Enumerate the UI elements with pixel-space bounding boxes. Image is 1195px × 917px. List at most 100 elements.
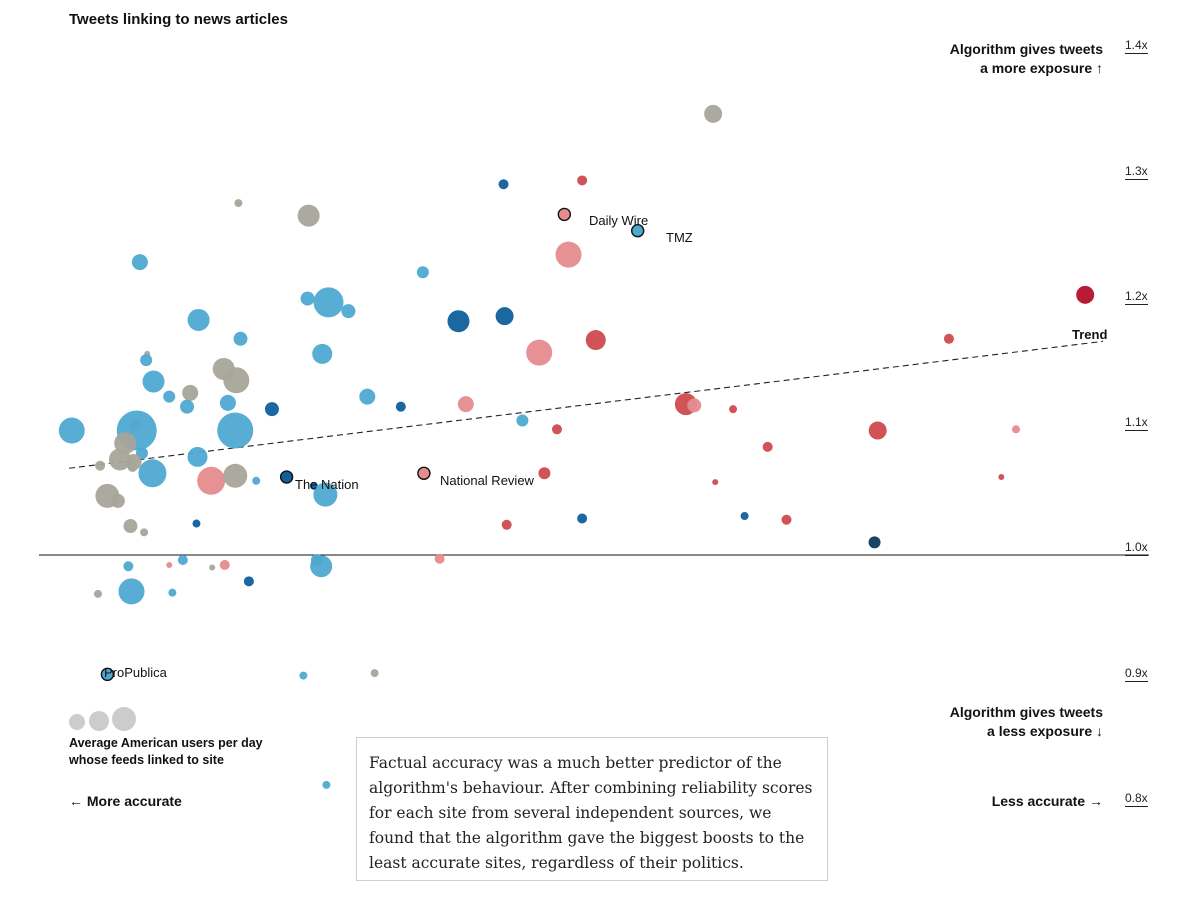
data-point bbox=[729, 405, 738, 414]
data-point bbox=[312, 343, 333, 364]
data-point bbox=[166, 562, 173, 569]
more-exposure-line1: Algorithm gives tweets bbox=[949, 41, 1103, 57]
data-point bbox=[127, 461, 138, 472]
more-accurate-label: ← More accurate bbox=[69, 793, 182, 809]
data-point bbox=[140, 354, 153, 367]
y-tick-label: 0.8x bbox=[1125, 791, 1148, 807]
data-point bbox=[223, 367, 250, 394]
highlighted-point bbox=[279, 470, 294, 484]
data-point bbox=[495, 307, 514, 326]
data-point bbox=[359, 388, 376, 405]
y-tick-label: 1.3x bbox=[1125, 164, 1148, 180]
data-point bbox=[1012, 425, 1021, 434]
highlighted-point bbox=[557, 207, 572, 222]
data-point bbox=[168, 588, 177, 597]
site-label-tmz: TMZ bbox=[666, 230, 693, 245]
trend-label: Trend bbox=[1072, 327, 1108, 342]
data-point bbox=[138, 459, 167, 488]
data-point bbox=[234, 199, 243, 208]
data-point bbox=[95, 460, 106, 471]
more-exposure-hint: Algorithm gives tweets a more exposure ↑ bbox=[950, 40, 1103, 78]
data-point bbox=[395, 401, 406, 412]
data-point bbox=[370, 669, 379, 678]
data-point bbox=[131, 254, 148, 271]
data-points bbox=[58, 104, 1095, 789]
highlighted-point bbox=[417, 466, 431, 480]
data-point bbox=[110, 493, 125, 508]
site-label-the-nation: The Nation bbox=[295, 477, 359, 492]
data-point bbox=[233, 331, 248, 346]
data-point bbox=[712, 479, 719, 486]
data-point bbox=[108, 448, 131, 471]
data-point bbox=[577, 175, 588, 186]
site-label-national-review: National Review bbox=[440, 473, 534, 488]
data-point bbox=[163, 390, 176, 403]
data-point bbox=[217, 412, 254, 449]
data-point bbox=[457, 396, 474, 413]
data-point bbox=[868, 421, 887, 440]
highlighted-point bbox=[630, 224, 645, 238]
data-point bbox=[123, 561, 134, 572]
data-point bbox=[223, 463, 248, 488]
size-legend-line1: Average American users per day bbox=[69, 736, 263, 750]
data-point bbox=[182, 384, 199, 401]
less-exposure-line1: Algorithm gives tweets bbox=[949, 704, 1103, 720]
data-point bbox=[526, 339, 553, 366]
less-exposure-line2: a less exposure ↓ bbox=[987, 723, 1103, 739]
data-point bbox=[58, 417, 85, 444]
data-point bbox=[264, 402, 279, 417]
data-point bbox=[868, 536, 881, 549]
y-tick-label: 0.9x bbox=[1125, 666, 1148, 682]
size-legend-swatches bbox=[69, 707, 136, 731]
data-point bbox=[187, 308, 210, 331]
data-point bbox=[498, 179, 509, 190]
y-tick-label: 1.2x bbox=[1125, 289, 1148, 305]
chart-title: Tweets linking to news articles bbox=[69, 11, 288, 28]
data-point bbox=[180, 399, 195, 414]
data-point bbox=[118, 578, 145, 605]
data-point bbox=[219, 394, 236, 411]
data-point bbox=[551, 424, 562, 435]
more-exposure-line2: a more exposure ↑ bbox=[980, 60, 1103, 76]
data-point bbox=[252, 476, 261, 485]
data-point bbox=[740, 511, 749, 520]
data-point bbox=[687, 398, 702, 413]
annotation-note: Factual accuracy was a much better predi… bbox=[356, 737, 828, 881]
data-point bbox=[142, 370, 165, 393]
size-legend-swatch bbox=[89, 711, 109, 731]
data-point bbox=[192, 519, 201, 528]
y-tick-label: 1.0x bbox=[1125, 540, 1148, 556]
data-point bbox=[310, 555, 333, 578]
highlighted-points bbox=[100, 207, 645, 682]
data-point bbox=[313, 287, 344, 318]
size-legend-swatch bbox=[112, 707, 136, 731]
data-point bbox=[704, 104, 723, 123]
data-point bbox=[943, 333, 954, 344]
data-point bbox=[434, 553, 445, 564]
data-point bbox=[297, 204, 320, 227]
y-tick-label: 1.1x bbox=[1125, 415, 1148, 431]
site-label-propublica: ProPublica bbox=[104, 665, 167, 680]
data-point bbox=[577, 513, 588, 524]
data-point bbox=[93, 589, 102, 598]
data-point bbox=[219, 560, 230, 571]
size-legend-line2: whose feeds linked to site bbox=[69, 753, 224, 767]
data-point bbox=[322, 780, 331, 789]
data-point bbox=[187, 446, 208, 467]
site-label-daily-wire: Daily Wire bbox=[589, 213, 649, 228]
data-point bbox=[1076, 285, 1095, 304]
highlighted-point bbox=[100, 667, 115, 682]
data-point bbox=[140, 528, 149, 537]
data-point bbox=[501, 519, 512, 530]
data-point bbox=[538, 467, 551, 480]
data-point bbox=[299, 671, 308, 680]
size-legend-text: Average American users per day whose fee… bbox=[69, 735, 263, 769]
data-point bbox=[762, 441, 773, 452]
data-point bbox=[781, 514, 792, 525]
data-point bbox=[585, 330, 606, 351]
y-tick-label: 1.4x bbox=[1125, 38, 1148, 54]
size-legend-swatch bbox=[69, 714, 85, 730]
data-point bbox=[197, 466, 226, 495]
less-accurate-label: Less accurate → bbox=[991, 793, 1103, 809]
